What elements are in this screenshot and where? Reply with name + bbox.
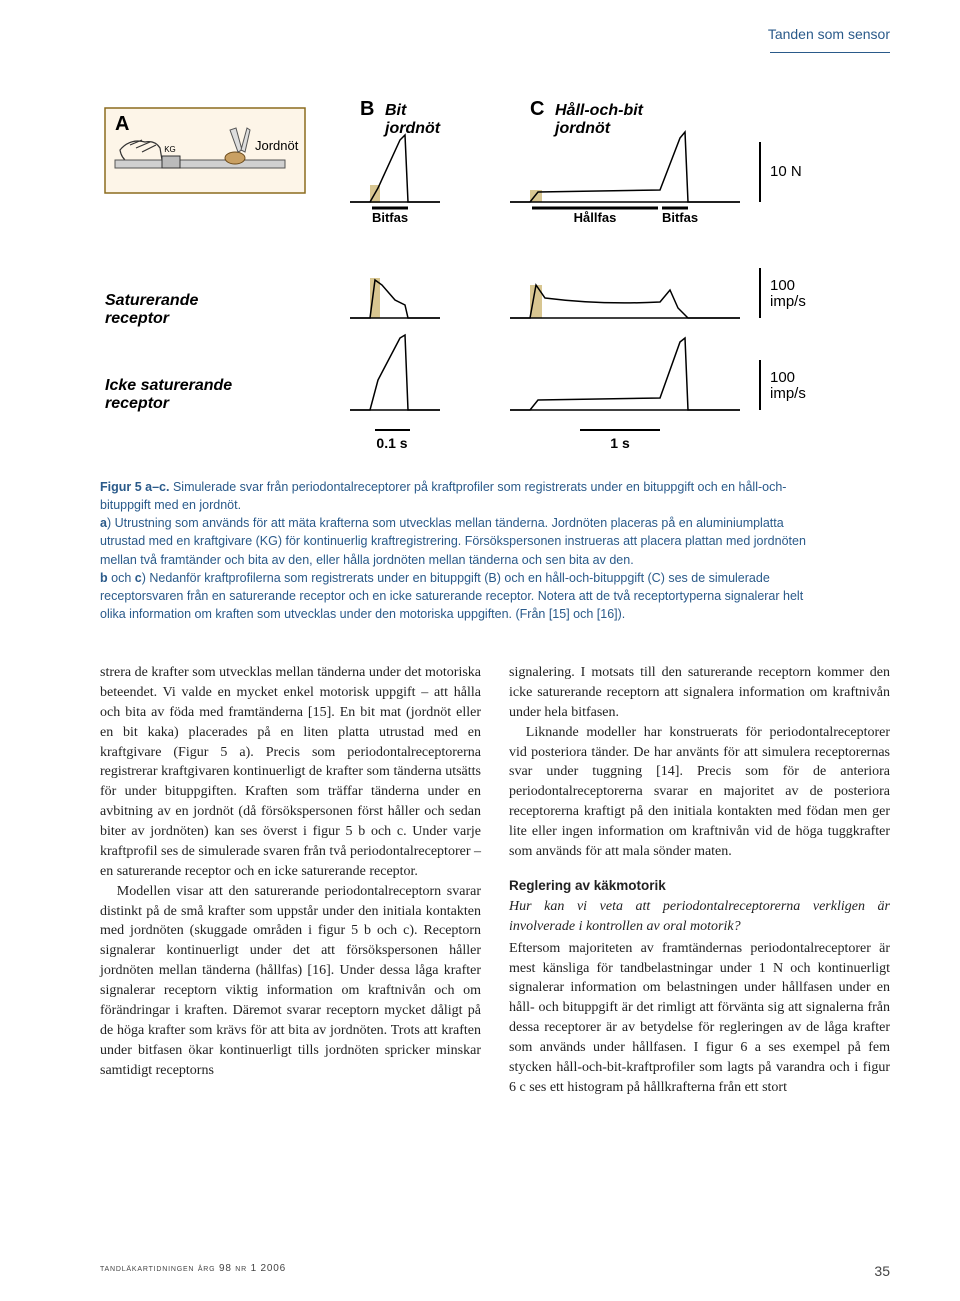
c-bite-label: Bitfas	[662, 210, 698, 225]
body-columns: strera de krafter som utvecklas mellan t…	[100, 663, 890, 1098]
scale-nonsat: 100 imp/s	[770, 369, 806, 402]
panel-a-label: A	[115, 113, 129, 135]
caption-b-bold: b	[100, 571, 108, 585]
kg-label: KG	[164, 145, 176, 154]
footer-journal: tandläkartidningen årg 98 nr 1 2006	[100, 1263, 286, 1279]
row-label-saturating: Saturerande receptor	[105, 292, 203, 327]
c-time-scale: 1 s	[610, 435, 630, 451]
header-rule	[770, 52, 890, 53]
apparatus-label: Jordnöt	[255, 138, 299, 153]
panel-b-label: B	[360, 98, 374, 120]
scale-sat: 100 imp/s	[770, 277, 806, 310]
caption-title: Figur 5 a–c.	[100, 480, 169, 494]
footer-page-number: 35	[874, 1263, 890, 1279]
figure-caption: Figur 5 a–c. Simulerade svar från period…	[100, 478, 825, 623]
col2-p3: Eftersom majoriteten av framtändernas pe…	[509, 939, 890, 1098]
page-footer: tandläkartidningen årg 98 nr 1 2006 35	[100, 1263, 890, 1279]
panel-c-label: C	[530, 98, 544, 120]
caption-lead: Simulerade svar från periodontalreceptor…	[100, 480, 786, 512]
column-left: strera de krafter som utvecklas mellan t…	[100, 663, 481, 1098]
col2-p1: signalering. I motsats till den saturera…	[509, 663, 890, 723]
scale-force: 10 N	[770, 163, 802, 180]
page: Tanden som sensor A KG Jordnöt Saturer	[0, 0, 960, 1301]
col1-p1: strera de krafter som utvecklas mellan t…	[100, 663, 481, 882]
caption-bc-text: ) Nedanför kraftprofilerna som registrer…	[100, 571, 803, 621]
col1-p2: Modellen visar att den saturerande perio…	[100, 882, 481, 1081]
c-hold-label: Hållfas	[574, 210, 617, 225]
running-header: Tanden som sensor	[768, 26, 890, 42]
caption-bc-mid: och	[108, 571, 135, 585]
b-time-scale: 0.1 s	[376, 435, 407, 451]
figure-5: A KG Jordnöt Saturerande receptor Icke s	[100, 90, 825, 623]
col2-italic: Hur kan vi veta att periodontalreceptore…	[509, 897, 890, 937]
panel-b-title: Bit jordnöt	[383, 102, 441, 137]
col2-p2: Liknande modeller har konstruerats för p…	[509, 723, 890, 862]
row-label-nonsaturating: Icke saturerande receptor	[105, 377, 237, 412]
column-right: signalering. I motsats till den saturera…	[509, 663, 890, 1098]
b-phase-label: Bitfas	[372, 210, 408, 225]
caption-a-text: ) Utrustning som används för att mäta kr…	[100, 516, 806, 566]
caption-a-bold: a	[100, 516, 107, 530]
panel-c-title: Håll-och-bit jordnöt	[553, 101, 647, 137]
figure-5-svg: A KG Jordnöt Saturerande receptor Icke s	[100, 90, 825, 460]
col2-heading: Reglering av käkmotorik	[509, 876, 890, 895]
caption-c-bold: c	[135, 571, 142, 585]
